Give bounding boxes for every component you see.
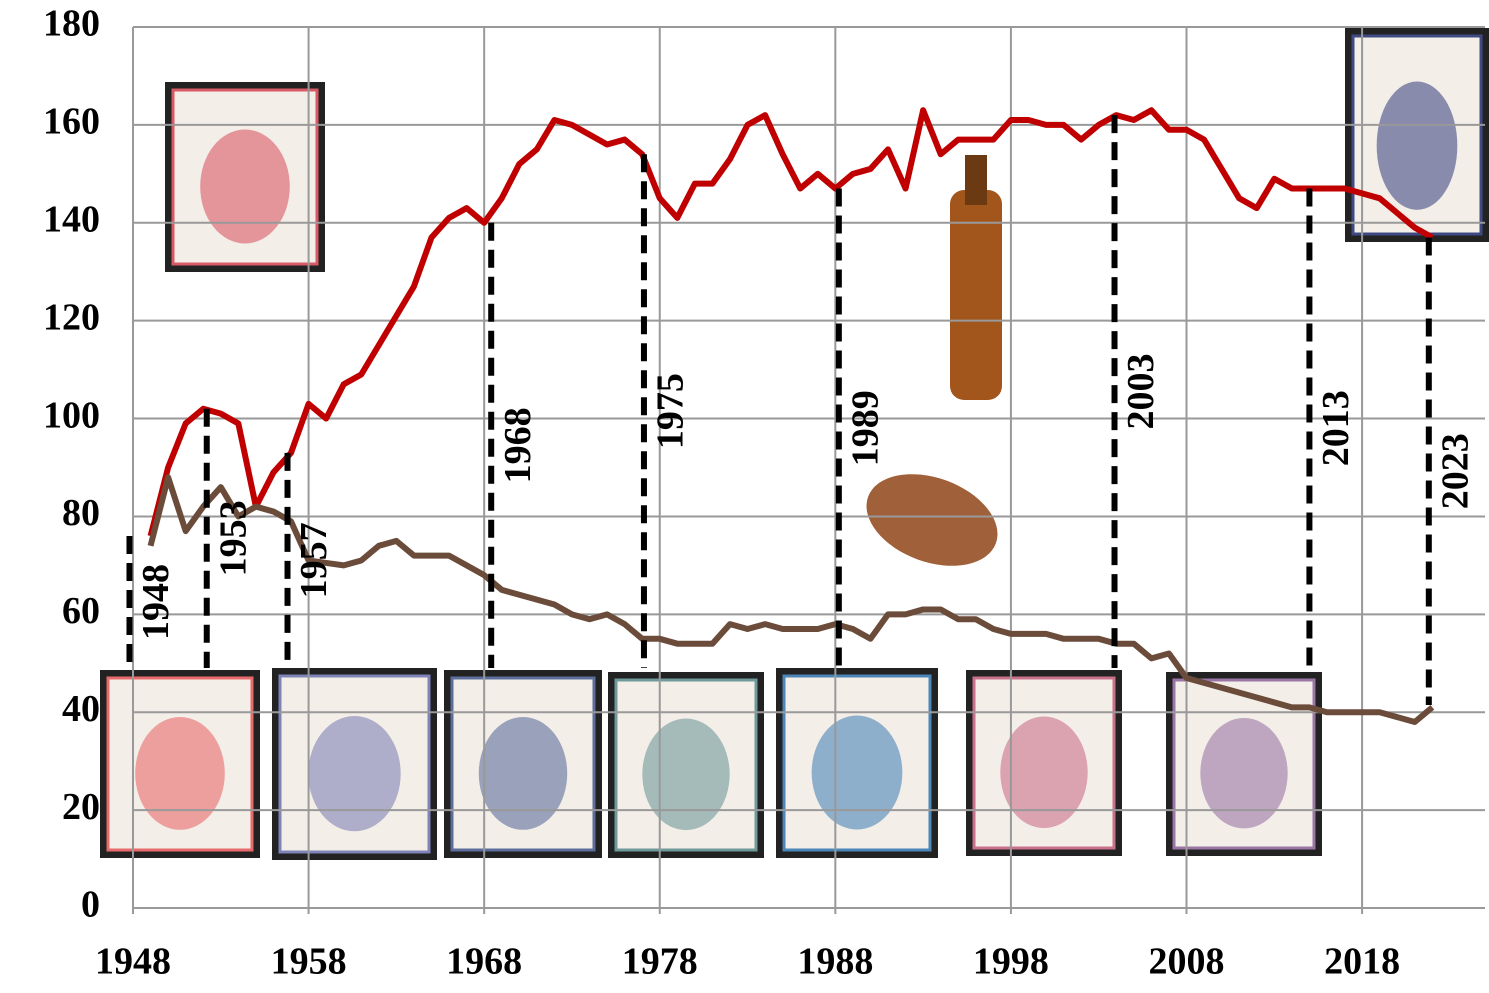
stamp-portrait [811,715,903,830]
y-tick-label: 160 [43,101,100,143]
y-tick-label: 180 [43,3,100,45]
marker-label: 2023 [1435,433,1477,509]
stamp-portrait [1376,81,1458,210]
stamp-portrait [1000,716,1088,829]
series-line [147,474,1435,726]
marker-label: 1957 [293,522,335,598]
x-tick-label: 1948 [95,941,171,983]
marker-label: 1975 [650,373,692,449]
marker-label: 1968 [497,407,539,483]
series-line [147,107,1434,537]
y-tick-label: 100 [43,394,100,436]
nut [866,474,998,566]
stamp-portrait [200,129,290,244]
x-tick-label: 2018 [1324,941,1400,983]
y-tick-label: 140 [43,198,100,240]
stamp-portrait [642,718,730,831]
marker-label: 2013 [1315,390,1357,466]
marker-label: 1989 [845,390,887,466]
marker-label: 1948 [135,564,177,640]
x-tick-label: 1968 [446,941,522,983]
y-tick-label: 0 [81,884,100,926]
marker-label: 2003 [1120,354,1162,430]
y-tick-label: 20 [62,786,100,828]
y-tick-label: 120 [43,296,100,338]
stamp-portrait [135,717,225,830]
x-tick-label: 1988 [797,941,873,983]
y-tick-label: 60 [62,590,100,632]
x-tick-label: 2008 [1149,941,1225,983]
marker-label: 1953 [212,500,254,576]
decor [100,28,1489,860]
y-tick-label: 80 [62,492,100,534]
beer-bottle [950,190,1002,400]
stamp-portrait [308,716,401,832]
y-tick-label: 40 [62,688,100,730]
x-tick-label: 1958 [271,941,347,983]
x-tick-label: 1978 [622,941,698,983]
beer-neck [965,155,987,205]
x-tick-label: 1998 [973,941,1049,983]
stamp-portrait [478,717,568,830]
stamp-portrait [1200,718,1288,829]
